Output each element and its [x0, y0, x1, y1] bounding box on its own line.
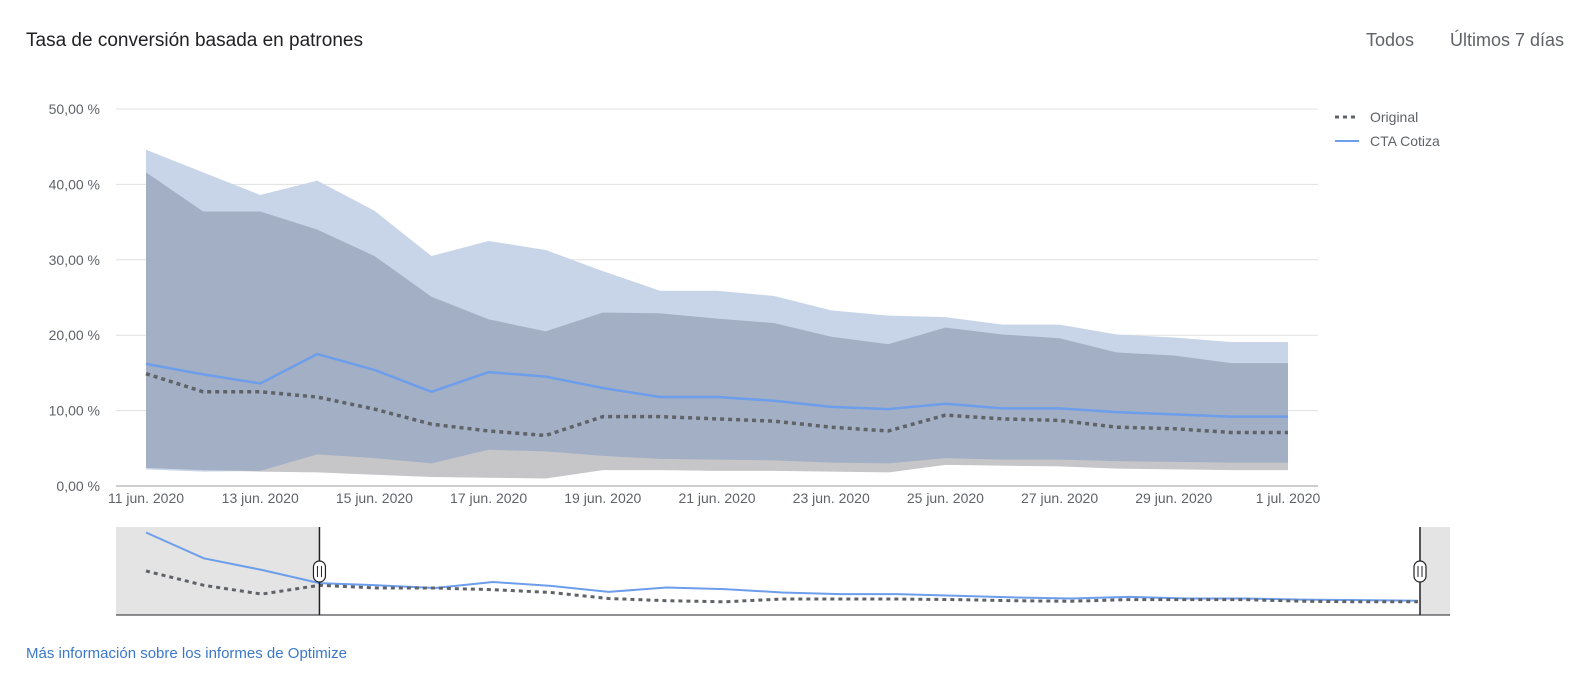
data-point-variant[interactable] — [772, 399, 776, 403]
legend-label-variant[interactable]: CTA Cotiza — [1370, 133, 1440, 149]
navigator-left-handle[interactable] — [312, 560, 327, 583]
data-point-original[interactable] — [201, 390, 205, 394]
data-point-original[interactable] — [258, 390, 262, 394]
data-point-variant[interactable] — [544, 375, 548, 379]
series-lines — [144, 352, 1290, 438]
x-tick-label: 15 jun. 2020 — [336, 490, 413, 506]
data-point-original[interactable] — [1001, 417, 1005, 421]
data-point-variant[interactable] — [315, 352, 319, 356]
x-tick-label: 21 jun. 2020 — [678, 490, 755, 506]
data-point-variant[interactable] — [1001, 406, 1005, 410]
x-tick-label: 17 jun. 2020 — [450, 490, 527, 506]
data-point-variant[interactable] — [487, 370, 491, 374]
data-point-original[interactable] — [715, 417, 719, 421]
y-tick-label: 40,00 % — [49, 176, 100, 192]
chart-legend: Original CTA Cotiza — [1335, 109, 1440, 149]
data-point-variant[interactable] — [1286, 415, 1290, 419]
y-tick-label: 30,00 % — [49, 252, 100, 268]
x-tick-label: 23 jun. 2020 — [793, 490, 870, 506]
data-point-original[interactable] — [315, 395, 319, 399]
range-all-tab[interactable]: Todos — [1366, 30, 1415, 50]
data-point-original[interactable] — [601, 415, 605, 419]
data-point-original[interactable] — [658, 415, 662, 419]
y-tick-label: 0,00 % — [56, 478, 100, 494]
range-last-7-days-tab[interactable]: Últimos 7 días — [1450, 30, 1565, 50]
data-point-original[interactable] — [886, 429, 890, 433]
optimize-reports-info-link[interactable]: Más información sobre los informes de Op… — [26, 645, 347, 662]
series-line-original — [145, 371, 1288, 438]
data-point-variant[interactable] — [943, 402, 947, 406]
x-tick-label: 25 jun. 2020 — [907, 490, 984, 506]
data-point-original[interactable] — [943, 413, 947, 417]
y-tick-label: 20,00 % — [49, 327, 100, 343]
range-navigator[interactable] — [116, 527, 1450, 616]
y-tick-label: 50,00 % — [49, 101, 100, 117]
data-point-original[interactable] — [1058, 418, 1062, 422]
data-point-variant[interactable] — [372, 368, 376, 372]
data-point-original[interactable] — [829, 425, 833, 429]
x-tick-label: 13 jun. 2020 — [222, 490, 299, 506]
series-line-variant — [145, 352, 1288, 418]
data-point-variant[interactable] — [1058, 406, 1062, 410]
data-point-original[interactable] — [144, 372, 148, 376]
x-tick-label: 29 jun. 2020 — [1135, 490, 1212, 506]
data-point-variant[interactable] — [1115, 410, 1119, 414]
data-point-original[interactable] — [772, 419, 776, 423]
data-point-original[interactable] — [487, 429, 491, 433]
navigator-right-handle[interactable] — [1413, 560, 1427, 583]
y-axis-tick-labels: 0,00 % 10,00 % 20,00 % 30,00 % 40,00 % 50,00 … — [49, 101, 100, 494]
data-point-variant[interactable] — [258, 381, 262, 385]
data-point-original[interactable] — [1229, 430, 1233, 434]
data-point-variant[interactable] — [1172, 412, 1176, 416]
y-tick-label: 10,00 % — [49, 403, 100, 419]
x-tick-label: 27 jun. 2020 — [1021, 490, 1098, 506]
data-point-variant[interactable] — [1229, 415, 1233, 419]
data-point-variant[interactable] — [201, 372, 205, 376]
data-point-original[interactable] — [1172, 427, 1176, 431]
data-point-original[interactable] — [1286, 430, 1290, 434]
legend-label-original[interactable]: Original — [1370, 109, 1418, 125]
data-point-variant[interactable] — [601, 386, 605, 390]
data-point-variant[interactable] — [715, 395, 719, 399]
data-point-original[interactable] — [1115, 425, 1119, 429]
navigator-line-original — [145, 569, 1418, 604]
overlap-confidence-band — [146, 172, 1288, 471]
data-point-variant[interactable] — [144, 362, 148, 366]
data-point-variant[interactable] — [829, 405, 833, 409]
x-tick-label: 19 jun. 2020 — [564, 490, 641, 506]
conversion-rate-chart: 0,00 % 10,00 % 20,00 % 30,00 % 40,00 % 50,00 … — [49, 101, 1450, 616]
data-point-original[interactable] — [372, 407, 376, 411]
data-point-variant[interactable] — [658, 395, 662, 399]
page-title: Tasa de conversión basada en patrones — [26, 30, 363, 51]
data-point-original[interactable] — [544, 433, 548, 437]
x-axis-tick-labels: 11 jun. 2020 13 jun. 2020 15 jun. 2020 17 j… — [108, 490, 1321, 506]
x-tick-label: 11 jun. 2020 — [108, 490, 184, 506]
data-point-variant[interactable] — [886, 407, 890, 411]
x-tick-label: 1 jul. 2020 — [1256, 490, 1321, 506]
data-point-original[interactable] — [430, 422, 434, 426]
navigator-line-variant — [145, 531, 1419, 602]
data-point-variant[interactable] — [430, 390, 434, 394]
